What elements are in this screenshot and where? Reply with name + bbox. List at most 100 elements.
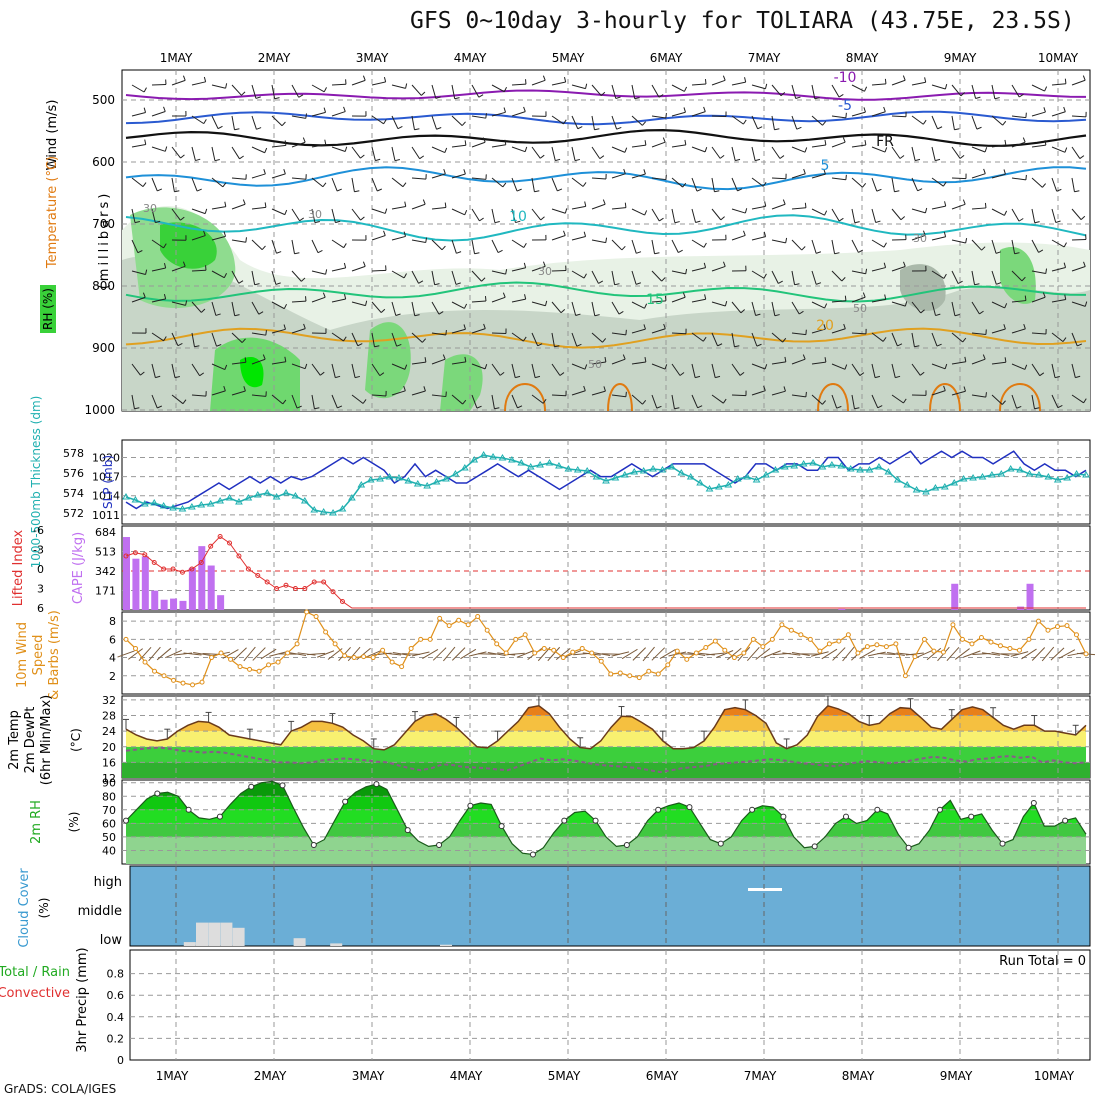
wind-barb-flag [602,199,606,205]
wind-barb-10m [668,651,687,657]
slp-tick-label: 1017 [92,471,120,484]
slp-tick-label: 1011 [92,509,120,522]
wind-barb-10m [727,647,742,661]
lifted-index-marker [170,566,176,572]
wind-barb [711,115,727,118]
wind-barb [511,146,526,153]
wind-barb [511,177,518,192]
cape-bar [123,537,130,610]
thickness-marker [272,493,281,500]
wind-legend-label: Wind (m/s) [45,100,60,171]
wind-barb [811,361,826,365]
wind-barb-flag [1042,183,1047,188]
rh-marker [780,813,787,820]
wind-barb-flag [594,314,600,317]
wind-barb [1011,177,1026,181]
wind-barb-10m [183,652,202,656]
wind-barb-10m [487,652,506,656]
wind-barb-flag [234,128,240,131]
wind-barb-flag [778,280,783,284]
wind-barb-flag [505,269,508,275]
rh-marker [905,844,912,851]
wind-barb-flag [542,261,546,267]
thickness-marker [498,454,507,461]
wind-barb [831,141,846,148]
date-label-top: 8MAY [846,51,879,65]
wind-barb [851,363,861,376]
cape-bar [151,590,159,610]
wind-barb-10m [269,651,287,657]
wind-barb [991,239,997,254]
wind-barb [231,390,246,396]
wind-barb [831,115,846,119]
wind-barb-flag [438,311,444,315]
wind-barb [271,208,286,216]
thickness-marker [573,466,582,473]
low-cloud-bar [440,944,452,946]
wind-barb-10m [1050,647,1065,661]
wind-speed-marker [142,659,148,665]
wind-barb-10m [451,647,466,661]
wind-barb-flag [922,119,927,125]
wind-barb [811,84,816,99]
wind-barb-flag [357,343,363,347]
thickness-marker [1063,474,1072,481]
wind-barb-flag [463,303,468,309]
wind-barb [911,332,915,347]
pressure-tick-label: 700 [92,217,115,231]
wind-barb-flag [362,261,366,267]
wind-barb-10m [222,649,239,659]
pressure-tick-label: 500 [92,93,115,107]
wind-barb [471,84,480,98]
wind-barb [631,361,646,365]
contour-label: -5 [838,98,852,114]
rh-marker [999,840,1006,847]
wind-barb [871,298,886,303]
wind-barb-flag [343,106,346,112]
wind-barb [631,301,645,309]
thickness-marker [931,484,940,491]
rh-marker [936,806,943,813]
wind-barb-flag [425,237,428,243]
temp-contour-5 [125,166,1087,191]
thickness-marker [1082,471,1090,478]
wind-barb-flag [634,97,640,100]
wind-barb-flag [523,262,527,268]
wind-barb-flag [476,405,482,409]
wind-barb [531,332,539,347]
thickness-marker [884,468,893,475]
wind-barb-flag [865,268,868,274]
temp-contour-10 [125,214,1087,242]
pressure-tick-label: 1000 [84,403,115,417]
wind-speed-marker [161,673,167,679]
wind-barb-flag [1057,405,1063,409]
thickness-marker [451,470,460,477]
wind-barb [251,239,263,251]
wind-barb [611,332,626,336]
wind-barb [871,208,877,223]
bottom-date-labels: 1MAY 2MAY 3MAY 4MAY 5MAY 6MAY 7MAY 8MAY 9MAY 10MA… [156,1069,1075,1083]
wind-speed-marker [646,668,652,674]
wind-barb [791,173,806,179]
wind-barb [131,177,144,187]
cape-ylabel: CAPE (J/kg) [71,532,86,604]
wind-barb [631,84,636,99]
wind-barb-flag [435,96,441,99]
wind-barb [391,177,404,188]
wind-speed-marker [1045,627,1051,633]
wind-barb-flag [563,119,567,125]
wind-barb [611,207,626,210]
low-cloud-bar [183,942,196,946]
precip-tick-label: 0 [117,1054,124,1067]
wind-speed-marker [247,666,253,672]
wind-barb [771,390,786,396]
wind-barb [691,146,706,153]
wind-barb-flag [654,252,660,255]
wind-barb [251,146,265,154]
wind-barb [591,390,606,396]
wind-barb [451,208,465,216]
wind-barb-flag [583,273,587,279]
wind-barb-flag [362,399,367,404]
wind-barb-flag [944,201,947,207]
